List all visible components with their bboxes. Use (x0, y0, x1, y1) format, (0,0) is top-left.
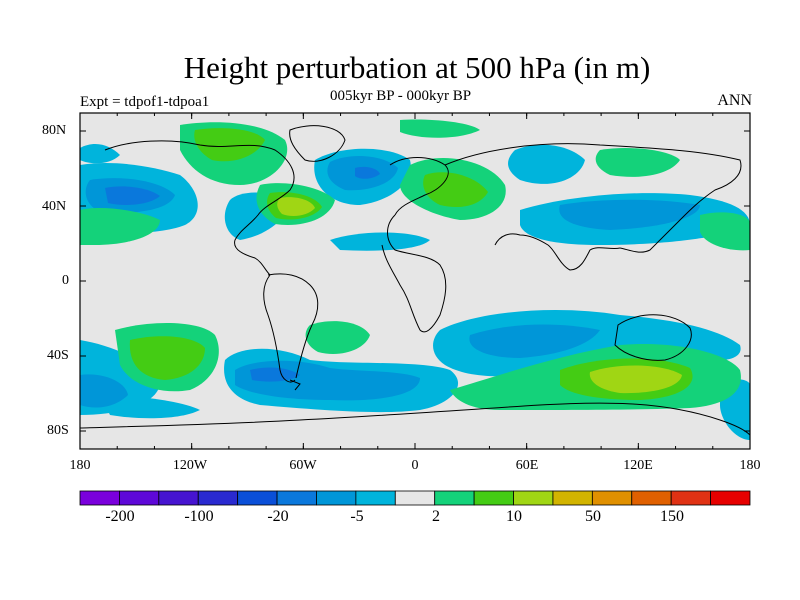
map-subtitle: 005kyr BP - 000kyr BP (330, 88, 472, 104)
colorbar-swatch (473, 490, 514, 506)
lon-label-180w: 180 (69, 458, 91, 473)
colorbar-swatch (316, 490, 357, 506)
colorbar-swatch (355, 490, 396, 506)
colorbar-swatch (631, 490, 672, 506)
lon-label-180e: 180 (739, 458, 761, 473)
lat-label-80n: 80N (42, 123, 67, 138)
coastlines (80, 125, 750, 436)
colorbar-swatch (197, 490, 239, 506)
map-title: Height perturbation at 500 hPa (in m) (183, 50, 651, 85)
lat-label-0: 0 (62, 273, 69, 288)
colorbar-swatch (710, 490, 751, 506)
lat-label-40n: 40N (42, 199, 67, 214)
lat-label-80s: 80S (47, 423, 69, 438)
colorbar-swatch (552, 490, 593, 506)
lon-label-120w: 120W (172, 458, 208, 473)
colorbar-swatch (276, 490, 317, 506)
mid-blue-regions (80, 156, 700, 408)
colorbar-label: 150 (660, 508, 684, 525)
map-panel (80, 113, 750, 449)
colorbar-label: 2 (432, 508, 440, 525)
deep-blue-regions (105, 166, 380, 382)
colorbar-label: -20 (267, 508, 289, 525)
colorbar-swatch (394, 490, 436, 506)
colorbar-swatch (434, 490, 475, 506)
lon-label-0: 0 (411, 458, 419, 473)
colorbar-label: -100 (184, 508, 214, 525)
colorbar-swatch (513, 490, 554, 506)
experiment-label: Expt = tdpof1-tdpoa1 (80, 94, 210, 110)
colorbar-swatch (79, 490, 120, 506)
colorbar-label: 10 (506, 508, 522, 525)
yellow-green-regions (277, 197, 682, 394)
season-label: ANN (717, 92, 752, 109)
colorbar-swatch (237, 490, 278, 506)
colorbar-label: 50 (585, 508, 601, 525)
colorbar (79, 490, 751, 506)
colorbar-swatch (591, 490, 633, 506)
colorbar-swatch (670, 490, 711, 506)
axis-ticks (79, 113, 751, 449)
lon-label-120e: 120E (623, 458, 653, 473)
colorbar-swatch (119, 490, 160, 506)
colorbar-swatch (158, 490, 199, 506)
lon-label-60e: 60E (515, 458, 539, 473)
colorbar-label: -200 (105, 508, 135, 525)
lon-label-60w: 60W (289, 458, 317, 473)
lat-label-40s: 40S (47, 348, 69, 363)
colorbar-label: -5 (350, 508, 364, 525)
